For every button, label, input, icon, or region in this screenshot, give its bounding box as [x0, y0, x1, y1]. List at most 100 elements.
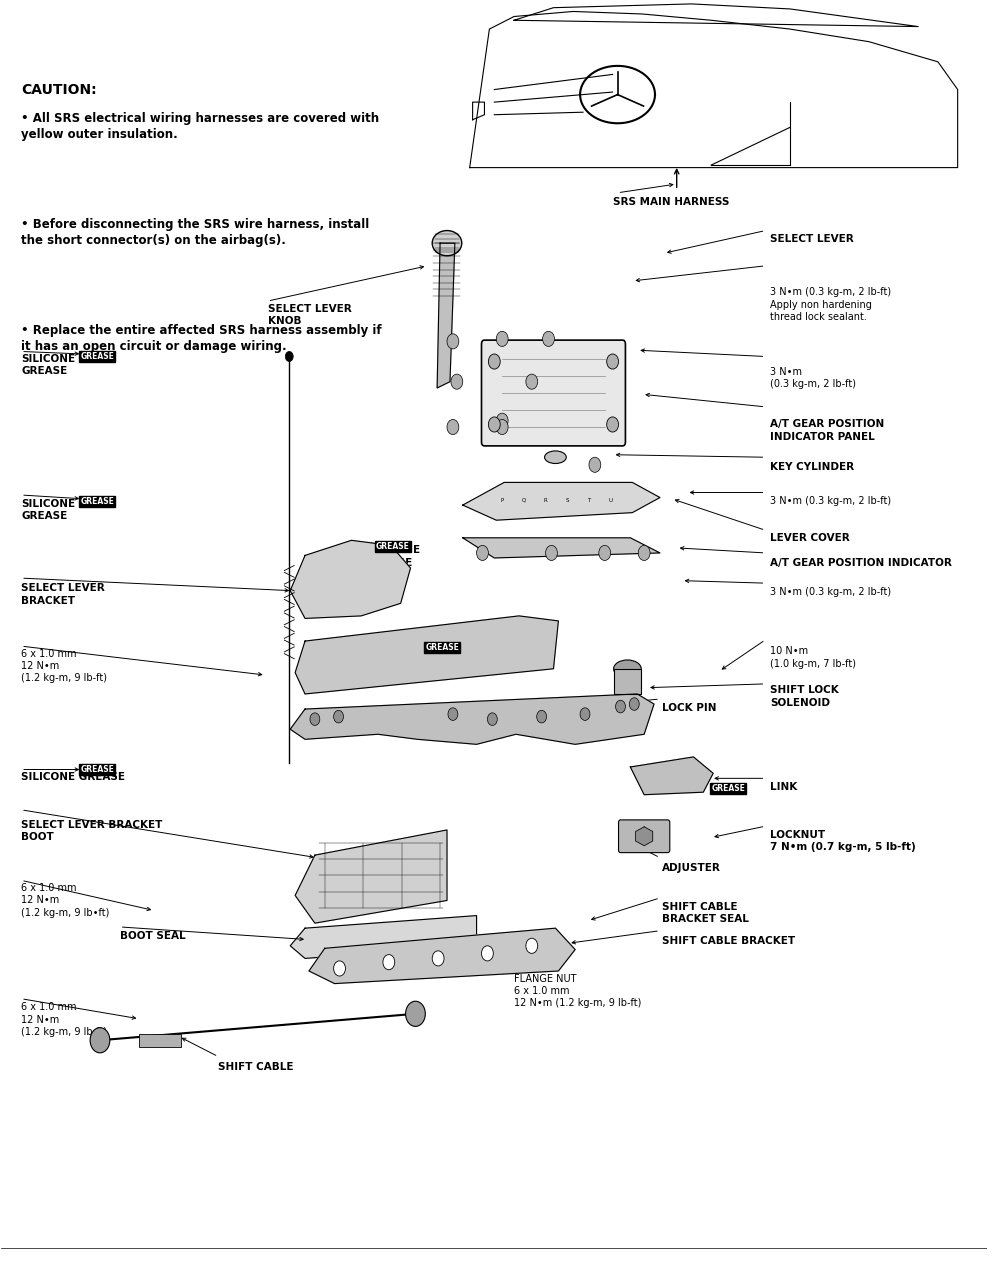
Text: Q: Q [522, 497, 526, 502]
Text: BOOT SEAL: BOOT SEAL [120, 930, 185, 940]
Text: 6 x 1.0 mm
12 N•m
(1.2 kg-m, 9 lb-ft): 6 x 1.0 mm 12 N•m (1.2 kg-m, 9 lb-ft) [21, 1002, 107, 1037]
Text: SILICONE GREASE: SILICONE GREASE [21, 772, 125, 782]
Circle shape [488, 416, 500, 432]
Ellipse shape [614, 660, 641, 678]
Text: SILICONE
GREASE: SILICONE GREASE [21, 498, 75, 521]
Text: GREASE: GREASE [425, 642, 459, 652]
Bar [614, 669, 641, 694]
Text: LEVER COVER: LEVER COVER [770, 533, 850, 543]
Text: GREASE: GREASE [376, 543, 410, 551]
Bar [139, 1034, 181, 1046]
Polygon shape [463, 538, 660, 558]
Circle shape [599, 545, 611, 560]
FancyBboxPatch shape [619, 820, 670, 853]
Text: LINK: LINK [770, 782, 798, 793]
Text: SILICONE
GREASE: SILICONE GREASE [415, 646, 470, 669]
Ellipse shape [545, 451, 566, 463]
Text: CAUTION:: CAUTION: [21, 83, 97, 97]
Text: GREASE: GREASE [80, 352, 114, 361]
Circle shape [90, 1027, 110, 1053]
Circle shape [334, 711, 343, 723]
FancyBboxPatch shape [481, 341, 625, 445]
Circle shape [487, 713, 497, 726]
Text: SELECT LEVER
KNOB: SELECT LEVER KNOB [268, 304, 351, 326]
Text: GREASE: GREASE [80, 497, 114, 506]
Text: SELECT LEVER
BRACKET: SELECT LEVER BRACKET [21, 583, 105, 606]
Text: SHIFT CABLE
BRACKET SEAL: SHIFT CABLE BRACKET SEAL [662, 902, 749, 924]
Circle shape [334, 960, 345, 976]
Polygon shape [295, 830, 447, 923]
Circle shape [589, 457, 601, 472]
Circle shape [638, 545, 650, 560]
Circle shape [447, 419, 459, 434]
Circle shape [543, 332, 554, 346]
Circle shape [537, 711, 547, 723]
Text: T: T [587, 497, 591, 502]
Text: SILICONE
GREASE: SILICONE GREASE [366, 545, 420, 568]
Circle shape [285, 351, 293, 361]
Ellipse shape [432, 231, 462, 256]
Text: • Replace the entire affected SRS harness assembly if
it has an open circuit or : • Replace the entire affected SRS harnes… [21, 324, 382, 353]
Circle shape [448, 708, 458, 721]
Text: GREASE: GREASE [711, 784, 745, 793]
Text: GREASE: GREASE [80, 765, 114, 774]
Text: 3 N•m (0.3 kg-m, 2 lb-ft)
Apply non hardening
thread lock sealant.: 3 N•m (0.3 kg-m, 2 lb-ft) Apply non hard… [770, 288, 891, 322]
Text: 3 N•m
(0.3 kg-m, 2 lb-ft): 3 N•m (0.3 kg-m, 2 lb-ft) [770, 366, 856, 389]
Text: 10 N•m
(1.0 kg-m, 7 lb-ft): 10 N•m (1.0 kg-m, 7 lb-ft) [770, 646, 856, 669]
Text: R: R [544, 497, 547, 502]
Text: 6 x 1.0 mm
12 N•m
(1.2 kg-m, 9 lb-ft): 6 x 1.0 mm 12 N•m (1.2 kg-m, 9 lb-ft) [21, 649, 107, 684]
Circle shape [310, 713, 320, 726]
Circle shape [526, 938, 538, 953]
Polygon shape [290, 694, 654, 745]
Circle shape [496, 332, 508, 346]
Text: SRS MAIN HARNESS: SRS MAIN HARNESS [613, 197, 729, 207]
Polygon shape [463, 482, 660, 520]
Text: 3 N•m (0.3 kg-m, 2 lb-ft): 3 N•m (0.3 kg-m, 2 lb-ft) [770, 496, 891, 506]
Text: U: U [609, 497, 613, 502]
Circle shape [629, 698, 639, 711]
Text: SHIFT CABLE BRACKET: SHIFT CABLE BRACKET [662, 935, 795, 945]
Text: KEY CYLINDER: KEY CYLINDER [770, 462, 854, 472]
Circle shape [477, 545, 488, 560]
Text: A/T GEAR POSITION
INDICATOR PANEL: A/T GEAR POSITION INDICATOR PANEL [770, 419, 885, 442]
Circle shape [526, 374, 538, 389]
Circle shape [496, 413, 508, 428]
Polygon shape [470, 11, 958, 168]
Text: ADJUSTER: ADJUSTER [662, 863, 721, 873]
Text: SHIFT LOCK
SOLENOID: SHIFT LOCK SOLENOID [770, 685, 839, 708]
Polygon shape [290, 916, 477, 958]
Text: FLANGE NUT
6 x 1.0 mm
12 N•m (1.2 kg-m, 9 lb-ft): FLANGE NUT 6 x 1.0 mm 12 N•m (1.2 kg-m, … [514, 973, 641, 1008]
Text: • Before disconnecting the SRS wire harness, install
the short connector(s) on t: • Before disconnecting the SRS wire harn… [21, 218, 369, 247]
Text: 3 N•m (0.3 kg-m, 2 lb-ft): 3 N•m (0.3 kg-m, 2 lb-ft) [770, 587, 891, 597]
Circle shape [383, 954, 395, 969]
Circle shape [488, 353, 500, 369]
Circle shape [580, 708, 590, 721]
Text: • All SRS electrical wiring harnesses are covered with
yellow outer insulation.: • All SRS electrical wiring harnesses ar… [21, 112, 379, 141]
Polygon shape [295, 616, 558, 694]
Text: SELECT LEVER: SELECT LEVER [770, 235, 854, 245]
Text: P: P [501, 497, 504, 502]
Text: LOCKNUT
7 N•m (0.7 kg-m, 5 lb-ft): LOCKNUT 7 N•m (0.7 kg-m, 5 lb-ft) [770, 830, 916, 852]
Text: SELECT LEVER BRACKET
BOOT: SELECT LEVER BRACKET BOOT [21, 820, 162, 842]
Circle shape [432, 950, 444, 965]
Polygon shape [309, 928, 575, 983]
Text: S: S [566, 497, 569, 502]
Polygon shape [630, 757, 713, 795]
Circle shape [607, 353, 619, 369]
Text: SHIFT CABLE: SHIFT CABLE [218, 1061, 294, 1071]
Text: A/T GEAR POSITION INDICATOR: A/T GEAR POSITION INDICATOR [770, 558, 952, 568]
Text: 6 x 1.0 mm
12 N•m
(1.2 kg-m, 9 lb•ft): 6 x 1.0 mm 12 N•m (1.2 kg-m, 9 lb•ft) [21, 883, 109, 917]
Circle shape [546, 545, 557, 560]
Text: SILICONE
GREASE: SILICONE GREASE [21, 353, 75, 376]
Circle shape [406, 1001, 425, 1026]
Circle shape [607, 416, 619, 432]
Circle shape [481, 945, 493, 960]
Text: LOCK PIN: LOCK PIN [662, 703, 716, 713]
Circle shape [451, 374, 463, 389]
Circle shape [447, 334, 459, 348]
Polygon shape [290, 540, 411, 618]
Polygon shape [636, 827, 653, 846]
Polygon shape [437, 244, 455, 387]
Circle shape [496, 419, 508, 434]
Circle shape [616, 700, 625, 713]
